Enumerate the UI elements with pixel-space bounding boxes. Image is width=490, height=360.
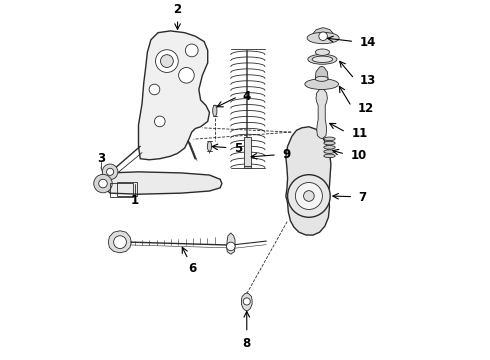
- Text: 6: 6: [188, 262, 196, 275]
- Circle shape: [154, 116, 165, 127]
- Circle shape: [106, 168, 114, 175]
- Text: 14: 14: [360, 36, 376, 49]
- Ellipse shape: [315, 76, 328, 81]
- Circle shape: [114, 236, 126, 248]
- Text: 2: 2: [173, 3, 182, 16]
- Bar: [110, 183, 133, 197]
- Polygon shape: [315, 66, 328, 79]
- Polygon shape: [286, 127, 331, 235]
- Ellipse shape: [324, 137, 335, 141]
- Ellipse shape: [213, 105, 217, 117]
- Polygon shape: [244, 166, 251, 168]
- Ellipse shape: [312, 56, 333, 63]
- Polygon shape: [242, 293, 252, 311]
- Ellipse shape: [305, 79, 339, 90]
- Circle shape: [155, 50, 178, 72]
- Polygon shape: [139, 31, 210, 160]
- Bar: [117, 183, 137, 196]
- Text: 1: 1: [131, 194, 139, 207]
- Text: 8: 8: [243, 337, 251, 350]
- Ellipse shape: [324, 145, 335, 149]
- Ellipse shape: [207, 141, 212, 151]
- Circle shape: [179, 67, 194, 83]
- Polygon shape: [108, 231, 131, 253]
- Text: 7: 7: [359, 191, 367, 204]
- Circle shape: [185, 44, 198, 57]
- Ellipse shape: [315, 49, 329, 55]
- Polygon shape: [226, 233, 235, 254]
- Text: 4: 4: [243, 90, 251, 103]
- Circle shape: [226, 242, 235, 251]
- Text: 10: 10: [351, 149, 367, 162]
- Polygon shape: [313, 28, 334, 38]
- Text: 11: 11: [351, 127, 368, 140]
- Bar: [244, 138, 251, 166]
- Ellipse shape: [324, 150, 335, 153]
- Text: 9: 9: [282, 148, 290, 161]
- Circle shape: [288, 175, 330, 217]
- Ellipse shape: [324, 154, 335, 158]
- Text: 12: 12: [357, 102, 373, 115]
- Circle shape: [94, 174, 112, 193]
- Circle shape: [243, 298, 250, 305]
- Circle shape: [161, 55, 173, 67]
- Circle shape: [98, 179, 107, 188]
- Ellipse shape: [308, 54, 337, 64]
- Polygon shape: [103, 172, 222, 194]
- Text: 5: 5: [234, 142, 242, 155]
- Circle shape: [102, 164, 118, 180]
- Circle shape: [295, 183, 322, 210]
- Circle shape: [304, 191, 314, 201]
- Circle shape: [149, 84, 160, 95]
- Polygon shape: [316, 89, 327, 139]
- Text: 3: 3: [97, 152, 105, 165]
- Text: 13: 13: [360, 75, 376, 87]
- Ellipse shape: [307, 32, 339, 44]
- Circle shape: [319, 32, 327, 40]
- Ellipse shape: [324, 141, 335, 145]
